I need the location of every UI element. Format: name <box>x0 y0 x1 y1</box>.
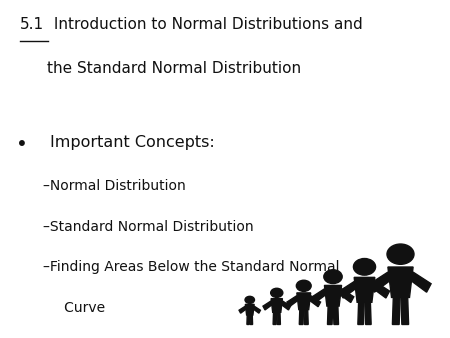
Polygon shape <box>245 304 254 315</box>
Polygon shape <box>239 306 246 313</box>
Polygon shape <box>247 315 250 324</box>
Polygon shape <box>340 289 354 303</box>
Polygon shape <box>273 312 277 324</box>
Polygon shape <box>333 306 338 324</box>
Polygon shape <box>253 306 261 313</box>
Polygon shape <box>401 297 409 324</box>
Circle shape <box>296 280 311 291</box>
Polygon shape <box>411 272 431 292</box>
Polygon shape <box>312 289 326 303</box>
Circle shape <box>387 244 414 264</box>
Polygon shape <box>263 301 272 310</box>
Circle shape <box>353 259 376 275</box>
Text: Important Concepts:: Important Concepts: <box>50 135 214 150</box>
Text: –Finding Areas Below the Standard Normal: –Finding Areas Below the Standard Normal <box>43 260 339 274</box>
Circle shape <box>245 296 255 304</box>
Polygon shape <box>370 272 390 292</box>
Polygon shape <box>310 296 320 307</box>
Polygon shape <box>299 310 303 324</box>
Text: –Standard Normal Distribution: –Standard Normal Distribution <box>43 220 253 234</box>
Polygon shape <box>287 296 298 307</box>
Polygon shape <box>358 302 364 324</box>
Polygon shape <box>324 285 342 306</box>
Polygon shape <box>304 310 308 324</box>
Circle shape <box>324 270 342 284</box>
Polygon shape <box>339 282 356 298</box>
Text: Introduction to Normal Distributions and: Introduction to Normal Distributions and <box>49 17 362 32</box>
Polygon shape <box>277 312 280 324</box>
Polygon shape <box>281 301 291 310</box>
Polygon shape <box>250 315 252 324</box>
Polygon shape <box>365 302 371 324</box>
Polygon shape <box>373 282 390 298</box>
Text: the Standard Normal Distribution: the Standard Normal Distribution <box>47 61 302 76</box>
Polygon shape <box>354 277 375 302</box>
Polygon shape <box>328 306 333 324</box>
Polygon shape <box>297 293 310 310</box>
Text: 5.1: 5.1 <box>20 17 45 32</box>
Text: •: • <box>16 135 27 154</box>
Polygon shape <box>388 267 413 297</box>
Text: –Normal Distribution: –Normal Distribution <box>43 179 185 193</box>
Polygon shape <box>392 297 400 324</box>
Text: Curve: Curve <box>51 301 105 315</box>
Circle shape <box>271 288 283 297</box>
Polygon shape <box>271 299 283 312</box>
